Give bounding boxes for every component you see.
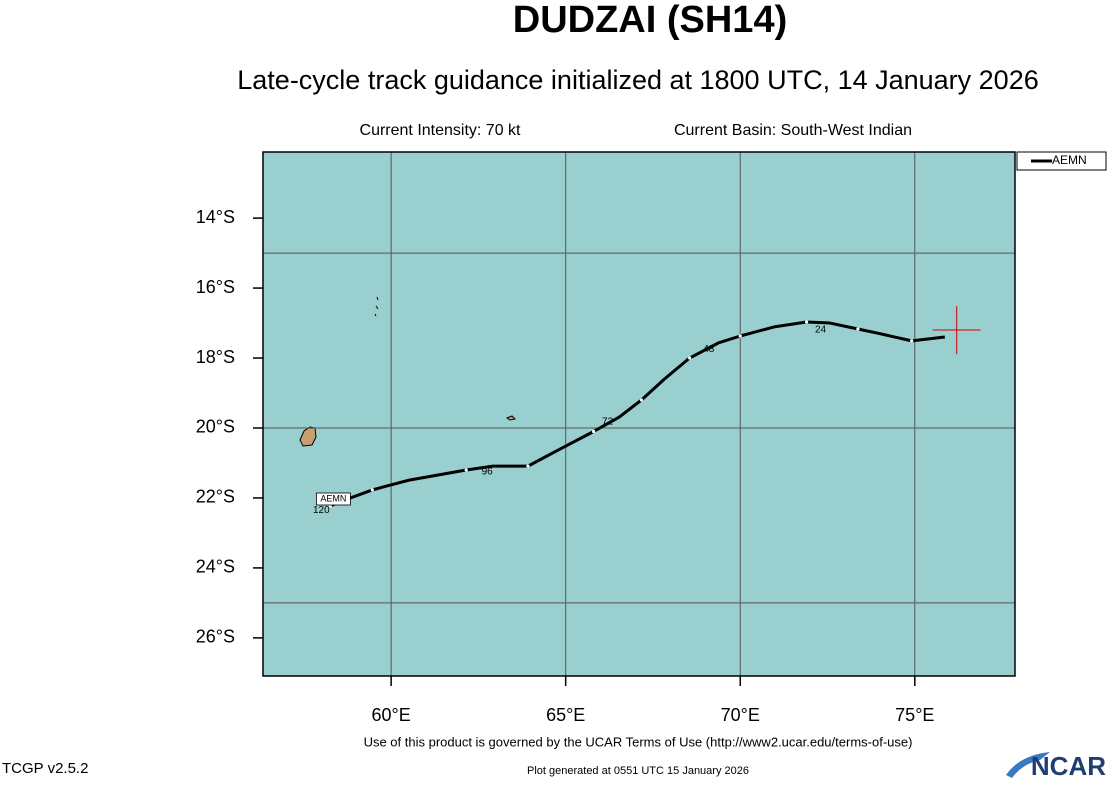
x-tick-label: 70°E [721,705,760,725]
island [299,426,317,447]
y-tick-label: 18°S [196,347,235,367]
terms: Use of this product is governed by the U… [364,734,913,749]
y-tick-label: 22°S [196,487,235,507]
y-tick-label: 16°S [196,277,235,297]
logo-swoosh [1006,752,1050,778]
plot-frame [262,151,1016,677]
island [374,296,379,317]
hour-label: 48 [703,344,715,355]
legend-label: AEMN [1052,153,1087,167]
hour-label: 96 [482,466,494,477]
x-tick-label: 75°E [895,705,934,725]
y-tick-label: 26°S [196,627,235,647]
hour-label: 24 [815,325,827,336]
island [505,415,517,421]
version: TCGP v2.5.2 [2,760,88,777]
track-point [856,327,860,331]
legend-box [1016,151,1107,171]
title: DUDZAI (SH14) [513,0,787,41]
y-tick-label: 20°S [196,417,235,437]
track-point [738,334,742,338]
track-point [910,339,914,343]
track-point [804,320,809,324]
intensity: Current Intensity: 70 kt [360,122,522,139]
track-point [526,464,530,468]
subtitle: Late-cycle track guidance initialized at… [237,65,1038,95]
track-point [464,468,468,472]
track-point [592,429,596,434]
track-name-box [315,492,351,506]
x-tick-label: 60°E [372,705,411,725]
track-point [639,398,644,402]
x-tick-label: 65°E [546,705,585,725]
hour-label: 72 [602,417,614,428]
hour-label: 120 [313,505,330,516]
ocean [263,152,1015,676]
logo: NCAR [1031,751,1106,780]
track-point [688,356,692,360]
y-tick-label: 14°S [196,207,235,227]
generated: Plot generated at 0551 UTC 15 January 20… [527,765,749,777]
track [329,320,945,508]
track-point [370,488,374,492]
basin: Current Basin: South-West Indian [674,122,912,139]
track-name: AEMN [320,493,346,503]
y-tick-label: 24°S [196,557,235,577]
